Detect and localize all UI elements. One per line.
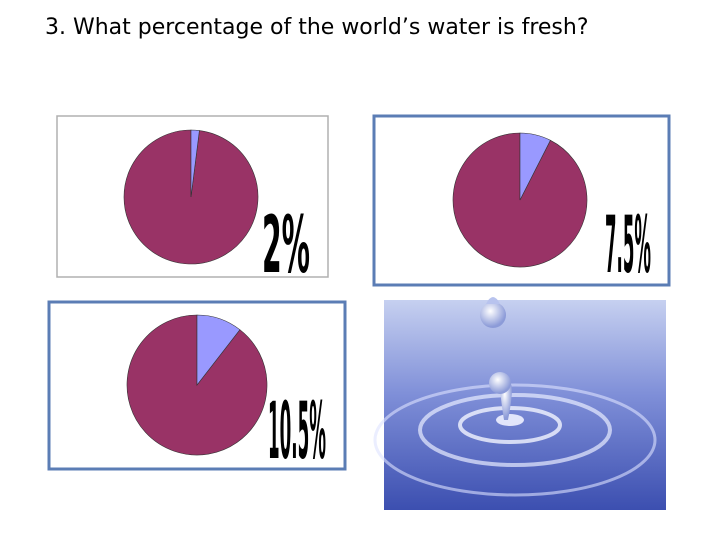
pie-slice bbox=[190, 129, 200, 198]
label-group: 7.5% bbox=[605, 201, 651, 292]
pie-slice bbox=[196, 314, 241, 386]
percent-label: 2% bbox=[262, 201, 310, 292]
charts: 2% 7.5% 10.5% bbox=[123, 129, 651, 478]
water-photo bbox=[373, 297, 666, 510]
label-group: 2% bbox=[262, 201, 310, 292]
label-group: 10.5% bbox=[268, 387, 326, 478]
percent-label: 10.5% bbox=[268, 387, 326, 478]
question-title: 3. What percentage of the world’s water … bbox=[45, 15, 589, 40]
pie-slice bbox=[519, 132, 551, 201]
percent-label: 7.5% bbox=[605, 201, 651, 292]
